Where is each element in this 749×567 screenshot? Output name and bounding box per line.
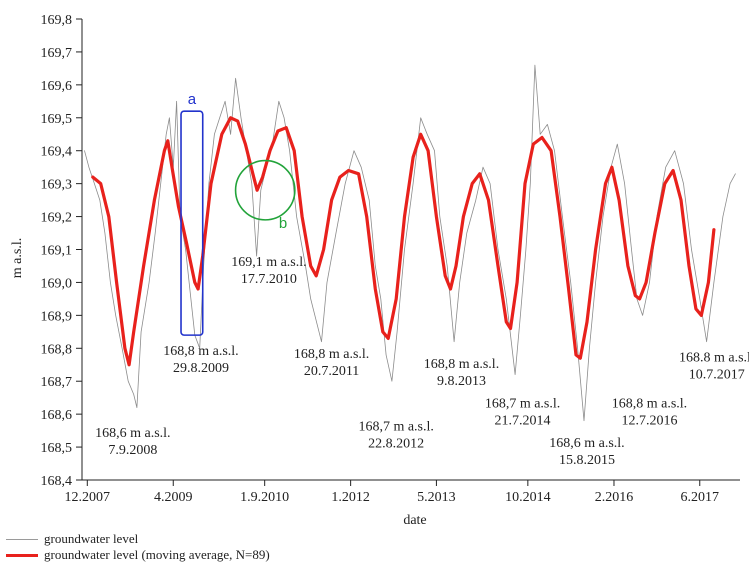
y-tick-label: 168,9 [41, 309, 73, 324]
x-tick-label: 2.2016 [595, 490, 634, 505]
legend-label-moving-average: groundwater level (moving average, N=89) [44, 547, 270, 562]
annotation-line: 29.8.2009 [173, 361, 229, 376]
minimum-annotation: 168,8 m a.s.l. 12.7.2016 [612, 397, 687, 429]
annotation-line: 168,8 m a.s.l. [163, 344, 238, 359]
y-tick-label: 168,8 [41, 342, 73, 357]
x-tick-label: 1.2012 [331, 490, 370, 505]
y-tick-label: 168,7 [41, 375, 73, 390]
minimum-annotation: 168,8 m a.s.l. 9.8.2013 [424, 357, 499, 389]
annotation-line: 15.8.2015 [559, 453, 615, 468]
moving-average-line [91, 116, 716, 367]
annotation-line: 12.7.2016 [621, 414, 677, 429]
legend-swatch-raw [6, 538, 38, 540]
minimum-annotation: 169,1 m a.s.l. 17.7.2010 [231, 255, 306, 287]
annotation-line: 20.7.2011 [304, 364, 359, 379]
minimum-annotation: 168,6 m a.s.l. 15.8.2015 [549, 436, 624, 468]
annotation-line: 21.7.2014 [495, 414, 551, 429]
annotations: 168,6 m a.s.l. 7.9.2008 168,8 m a.s.l. 29.8… [95, 255, 749, 468]
annotation-line: 17.7.2010 [241, 272, 297, 287]
y-tick-label: 168,4 [41, 474, 73, 489]
x-tick-label: 10.2014 [505, 490, 551, 505]
y-tick-label: 169,4 [41, 145, 73, 160]
moving-average-series [91, 116, 716, 367]
annotation-line: 22.8.2012 [368, 437, 424, 452]
minimum-annotation: 168.8 m a.s.l. 10.7.2017 [679, 350, 749, 382]
x-tick-label: 5.2013 [417, 490, 456, 505]
minimum-annotation: 168,7 m a.s.l. 21.7.2014 [485, 397, 560, 429]
minimum-annotation: 168,8 m a.s.l. 29.8.2009 [163, 344, 238, 376]
legend: groundwater level groundwater level (mov… [6, 531, 270, 563]
annotation-line: 168.8 m a.s.l. [679, 350, 749, 365]
chart: 168,4 168,5 168,6 168,7 168,8 168,9 169,0 169,1… [10, 13, 749, 528]
annotation-line: 168,7 m a.s.l. [485, 397, 560, 412]
x-tick-label: 6.2017 [681, 490, 720, 505]
annotation-line: 168,8 m a.s.l. [294, 347, 369, 362]
annotation-line: 7.9.2008 [108, 443, 157, 458]
legend-label-raw: groundwater level [44, 531, 139, 546]
highlight-box-a [180, 110, 204, 336]
y-axis-title: m a.s.l. [10, 238, 25, 278]
annotation-line: 168,8 m a.s.l. [424, 357, 499, 372]
annotation-line: 169,1 m a.s.l. [231, 255, 306, 270]
annotation-line: 168,6 m a.s.l. [95, 426, 170, 441]
annotation-line: 10.7.2017 [689, 367, 745, 382]
y-tick-label: 169,3 [41, 178, 73, 193]
minimum-annotation: 168,6 m a.s.l. 7.9.2008 [95, 426, 170, 458]
highlight-circle-b [234, 159, 296, 221]
y-tick-label: 169,8 [41, 13, 73, 28]
legend-item-raw: groundwater level [6, 531, 270, 547]
annotation-line: 9.8.2013 [437, 374, 486, 389]
y-tick-label: 169,5 [41, 112, 73, 127]
y-tick-label: 169,2 [41, 211, 73, 226]
y-tick-label: 169,6 [41, 79, 73, 94]
y-tick-label: 169,1 [41, 244, 73, 259]
minimum-annotation: 168,8 m a.s.l. 20.7.2011 [294, 347, 369, 379]
x-tick-label: 12.2007 [65, 490, 111, 505]
annotation-line: 168,6 m a.s.l. [549, 436, 624, 451]
y-axis: 168,4 168,5 168,6 168,7 168,8 168,9 169,0 169,1… [41, 13, 83, 489]
x-tick-label: 4.2009 [154, 490, 193, 505]
y-tick-label: 169,7 [41, 46, 73, 61]
x-axis-title: date [403, 513, 426, 528]
y-tick-label: 168,6 [41, 408, 73, 423]
minimum-annotation: 168,7 m a.s.l. 22.8.2012 [358, 420, 433, 452]
highlight-label-a: a [188, 91, 197, 108]
highlights: ab [180, 91, 296, 336]
annotation-line: 168,7 m a.s.l. [358, 420, 433, 435]
y-tick-label: 169,0 [41, 276, 73, 291]
legend-swatch-moving-average [6, 553, 38, 557]
y-tick-label: 168,5 [41, 441, 73, 456]
legend-item-moving-average: groundwater level (moving average, N=89) [6, 547, 270, 563]
x-tick-label: 1.9.2010 [240, 490, 289, 505]
annotation-line: 168,8 m a.s.l. [612, 397, 687, 412]
x-axis: 12.2007 4.2009 1.9.2010 1.2012 5.2013 10.2014… [65, 479, 740, 505]
highlight-label-b: b [279, 215, 287, 232]
